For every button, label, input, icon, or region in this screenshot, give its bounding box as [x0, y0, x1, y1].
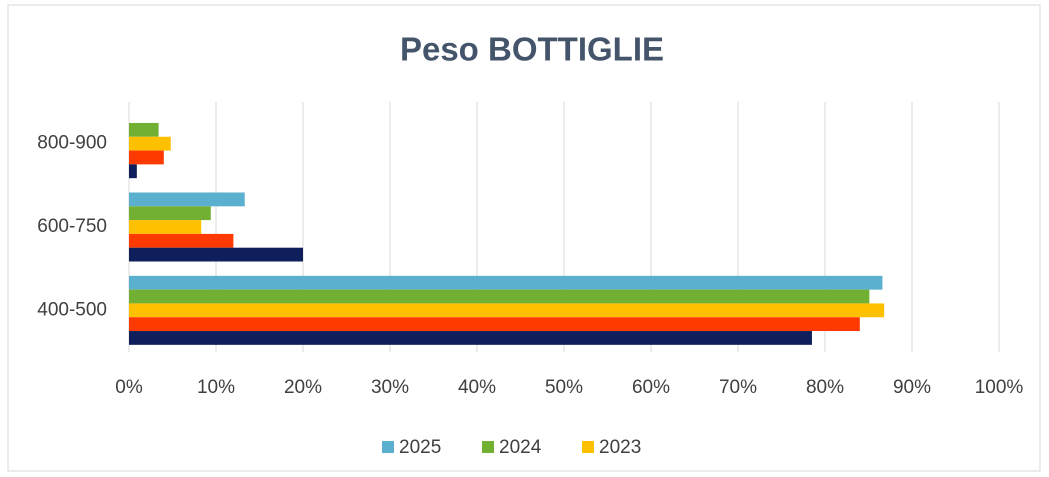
bar: [129, 164, 137, 179]
bar: [129, 289, 870, 304]
x-tick-label: 90%: [893, 377, 931, 398]
y-tick-label: 400-500: [37, 299, 107, 320]
y-tick-label: 600-750: [37, 216, 107, 237]
x-tick-label: 0%: [115, 377, 143, 398]
x-tick-label: 70%: [719, 377, 757, 398]
bar: [129, 317, 860, 332]
legend-swatch: [582, 441, 594, 453]
chart-title: Peso BOTTIGLIE: [400, 31, 664, 68]
legend-swatch: [482, 441, 494, 453]
bar: [129, 331, 812, 345]
x-tick-label: 20%: [284, 377, 322, 398]
bar: [129, 233, 234, 248]
y-tick-label: 800-900: [37, 133, 107, 154]
bar: [129, 247, 303, 262]
bar: [129, 303, 885, 318]
bar: [129, 206, 211, 221]
bar: [129, 192, 245, 207]
legend-swatch: [382, 441, 394, 453]
x-tick-label: 60%: [632, 377, 670, 398]
x-tick-label: 100%: [975, 377, 1024, 398]
bar: [129, 136, 171, 151]
bar: [129, 275, 883, 290]
legend-label: 2025: [399, 437, 441, 458]
x-tick-label: 30%: [371, 377, 409, 398]
bar: [129, 150, 164, 165]
x-tick-label: 10%: [197, 377, 235, 398]
x-tick-label: 40%: [458, 377, 496, 398]
bar: [129, 122, 159, 137]
legend-label: 2024: [499, 437, 542, 458]
x-tick-label: 80%: [806, 377, 844, 398]
x-tick-label: 50%: [545, 377, 583, 398]
legend-label: 2023: [599, 437, 641, 458]
bar: [129, 220, 202, 234]
